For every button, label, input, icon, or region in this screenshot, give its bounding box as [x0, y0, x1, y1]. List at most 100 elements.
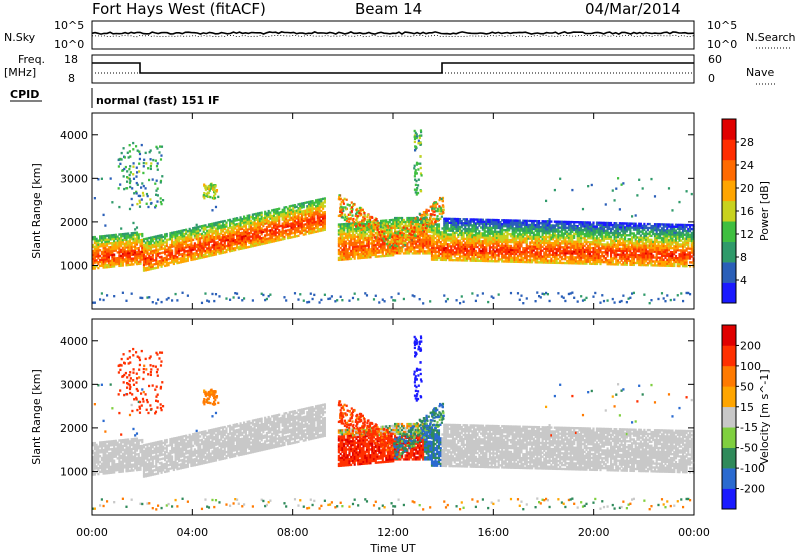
- data-cell: [358, 247, 362, 250]
- data-cell: [459, 227, 462, 231]
- data-cell: [536, 237, 539, 240]
- data-cell: [304, 213, 307, 216]
- data-cell: [364, 232, 367, 236]
- data-cell: [322, 207, 325, 210]
- data-cell: [221, 226, 225, 229]
- data-cell: [376, 231, 379, 235]
- data-cell: [183, 254, 186, 257]
- data-cell: [538, 227, 541, 231]
- data-cell: [620, 257, 623, 260]
- data-cell: [204, 226, 207, 229]
- data-cell: [343, 225, 346, 228]
- data-cell: [599, 224, 602, 228]
- data-cell: [316, 228, 319, 231]
- data-cell: [121, 264, 124, 267]
- data-cell: [355, 221, 358, 225]
- data-cell: [494, 226, 497, 230]
- data-cell: [518, 219, 521, 222]
- data-cell: [309, 204, 312, 207]
- data-cell: [525, 231, 528, 234]
- data-cell: [107, 259, 110, 263]
- data-cell: [534, 241, 537, 244]
- data-cell: [372, 243, 376, 247]
- data-cell: [451, 259, 455, 262]
- data-cell: [234, 219, 237, 222]
- data-cell: [134, 243, 137, 246]
- data-cell: [151, 238, 154, 241]
- data-cell: [409, 216, 412, 220]
- data-cell: [232, 247, 235, 250]
- data-cell: [220, 230, 223, 233]
- data-cell: [466, 233, 469, 237]
- data-cell: [615, 233, 618, 237]
- data-cell: [602, 257, 606, 260]
- data-cell: [274, 239, 277, 243]
- data-cell: [358, 256, 362, 260]
- data-cell: [218, 221, 221, 224]
- data-cell: [566, 226, 569, 230]
- data-cell: [272, 224, 276, 227]
- data-cell: [515, 248, 518, 252]
- data-cell: [425, 228, 428, 232]
- data-cell: [374, 232, 377, 235]
- data-cell: [313, 217, 316, 220]
- data-cell: [481, 255, 484, 259]
- data-cell: [121, 233, 124, 236]
- data-cell: [192, 230, 195, 234]
- data-cell: [92, 267, 95, 270]
- data-cell: [581, 207, 585, 211]
- data-cell: [401, 236, 404, 239]
- data-cell: [341, 252, 344, 255]
- data-cell: [251, 213, 254, 216]
- data-cell: [288, 234, 291, 237]
- data-cell: [337, 225, 340, 228]
- data-cell: [174, 236, 177, 240]
- data-cell: [193, 228, 196, 231]
- data-cell: [613, 263, 616, 266]
- data-cell: [466, 247, 469, 250]
- data-cell: [308, 226, 311, 229]
- data-cell: [239, 239, 242, 243]
- data-cell: [494, 224, 497, 228]
- data-cell: [308, 222, 311, 225]
- data-cell: [406, 218, 409, 222]
- data-cell: [492, 244, 495, 247]
- data-cell: [471, 253, 474, 256]
- data-cell: [394, 226, 397, 230]
- data-cell: [427, 236, 430, 239]
- data-cell: [595, 245, 599, 248]
- data-cell: [415, 250, 418, 253]
- data-cell: [348, 222, 351, 225]
- data-cell: [357, 241, 360, 244]
- data-cell: [113, 259, 116, 262]
- data-cell: [132, 263, 135, 266]
- data-cell: [285, 215, 288, 219]
- data-cell: [253, 222, 256, 226]
- data-cell: [267, 237, 270, 240]
- data-cell: [576, 254, 579, 257]
- data-cell: [567, 262, 570, 265]
- data-cell: [206, 299, 209, 302]
- data-cell: [172, 262, 175, 266]
- data-cell: [467, 220, 470, 223]
- data-cell: [281, 238, 284, 241]
- data-cell: [531, 227, 534, 231]
- data-cell: [378, 251, 381, 254]
- data-cell: [523, 221, 527, 224]
- data-cell: [529, 245, 532, 248]
- data-cell: [297, 226, 300, 230]
- data-cell: [545, 255, 548, 258]
- data-cell: [197, 241, 200, 244]
- data-cell: [283, 235, 286, 239]
- data-cell: [595, 227, 599, 230]
- data-cell: [113, 253, 116, 256]
- data-cell: [183, 258, 186, 261]
- data-cell: [230, 226, 233, 229]
- data-cell: [155, 253, 158, 256]
- data-cell: [588, 231, 592, 234]
- data-cell: [236, 234, 239, 238]
- data-cell: [467, 235, 470, 239]
- data-cell: [250, 215, 253, 219]
- data-cell: [469, 247, 472, 251]
- data-cell: [211, 236, 214, 239]
